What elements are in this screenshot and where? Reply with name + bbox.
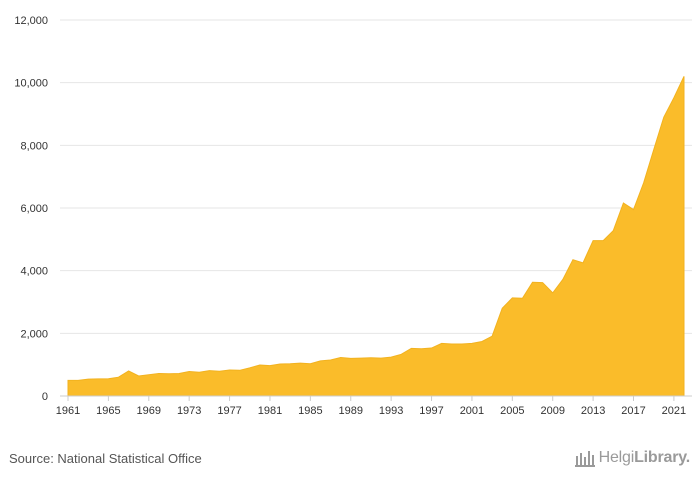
x-tick-label: 1973	[177, 405, 201, 417]
x-tick-label: 1985	[298, 405, 322, 417]
y-tick-label: 0	[42, 391, 48, 403]
axes: 0 2,000 4,000 6,000 8,000 10,000 12,000 1961 196…	[14, 15, 692, 417]
library-building-icon	[574, 451, 595, 467]
area-chart: 0 2,000 4,000 6,000 8,000 10,000 12,000 1961 196…	[14, 15, 692, 417]
area-fill	[67, 76, 685, 397]
x-tick-label: 1977	[217, 405, 241, 417]
y-tick-label: 6,000	[20, 203, 48, 215]
y-tick-label: 2,000	[20, 328, 48, 340]
x-tick-label: 2005	[500, 405, 524, 417]
x-tick-label: 2009	[540, 405, 564, 417]
x-tick-label: 2013	[581, 405, 605, 417]
brand-name-light: Helgi	[598, 449, 635, 466]
source-note: Source: National Statistical Office	[9, 451, 202, 466]
y-tick-label: 12,000	[14, 15, 48, 27]
x-tick-label: 1993	[379, 405, 403, 417]
brand-name: HelgiLibrary.	[598, 449, 691, 467]
y-tick-label: 10,000	[14, 78, 48, 90]
x-tick-label: 1969	[137, 405, 161, 417]
x-tick-label: 1989	[339, 405, 363, 417]
brand-logo: HelgiLibrary.	[574, 448, 690, 468]
x-tick-label: 2017	[621, 405, 645, 417]
chart-footer: Source: National Statistical Office Helg…	[0, 440, 700, 483]
x-tick-label: 1997	[419, 405, 443, 417]
area-series	[67, 76, 685, 397]
x-tick-label: 1961	[56, 405, 80, 417]
y-tick-label: 8,000	[20, 140, 48, 152]
brand-name-bold: Library.	[634, 449, 690, 466]
x-tick-label: 1981	[258, 405, 282, 417]
x-tick-label: 2001	[460, 405, 484, 417]
x-tick-label: 2021	[662, 405, 686, 417]
x-tick-label: 1965	[96, 405, 120, 417]
y-tick-label: 4,000	[20, 266, 48, 278]
